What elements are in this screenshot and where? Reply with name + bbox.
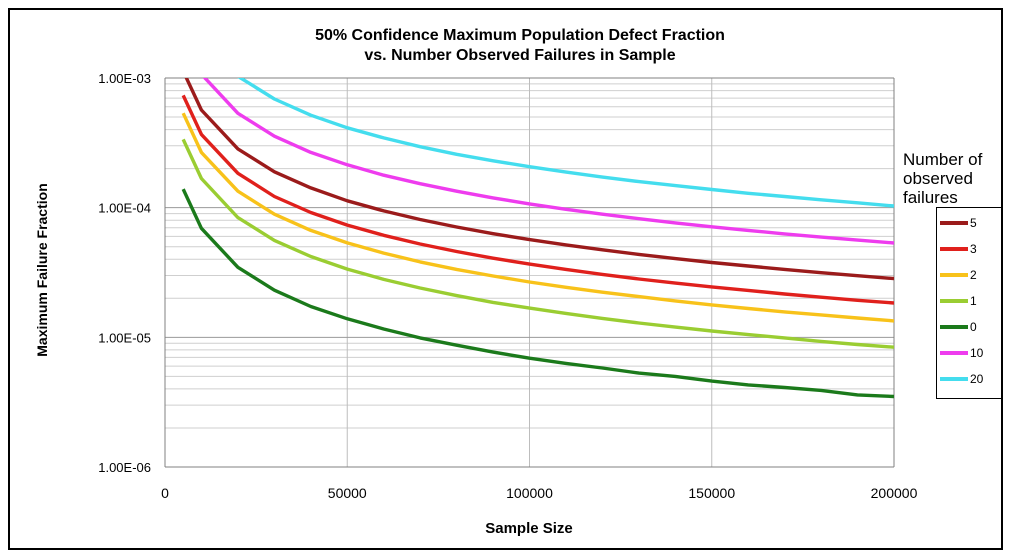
legend-swatch xyxy=(940,325,968,329)
x-axis-label: Sample Size xyxy=(485,520,573,537)
legend-title: Number of observed failures xyxy=(903,150,983,207)
legend-label: 2 xyxy=(970,268,977,282)
series-line-3 xyxy=(181,94,894,305)
legend: 5 3 2 1 0 10 20 xyxy=(936,207,1002,399)
series-line-1 xyxy=(181,138,894,349)
y-tick-label: 1.00E-03 xyxy=(98,71,151,86)
legend-item-10: 10 xyxy=(937,342,1001,364)
x-tick-label: 150000 xyxy=(688,485,735,501)
legend-label: 10 xyxy=(970,346,984,360)
series-line-2 xyxy=(181,112,894,323)
legend-label: 20 xyxy=(970,372,984,386)
legend-swatch xyxy=(940,299,968,303)
legend-swatch xyxy=(940,221,968,225)
legend-item-1: 1 xyxy=(937,290,1001,312)
legend-swatch xyxy=(940,377,968,381)
legend-swatch xyxy=(940,351,968,355)
legend-label: 3 xyxy=(970,242,977,256)
y-tick-label: 1.00E-05 xyxy=(98,330,151,345)
legend-label: 5 xyxy=(970,216,977,230)
x-tick-label: 100000 xyxy=(506,485,553,501)
y-tick-label: 1.00E-04 xyxy=(98,201,151,216)
plot-area: 1.00E-06 1.00E-05 1.00E-04 1.00E-03 0 50000 10… xyxy=(98,71,918,501)
series-line-20 xyxy=(237,78,894,208)
legend-item-3: 3 xyxy=(937,238,1001,260)
series-line-10 xyxy=(202,78,894,245)
y-axis-label: Maximum Failure Fraction xyxy=(34,183,50,356)
series-line-0 xyxy=(181,188,894,399)
y-tick-label: 1.00E-06 xyxy=(98,460,151,475)
legend-item-2: 2 xyxy=(937,264,1001,286)
legend-label: 1 xyxy=(970,294,977,308)
legend-item-20: 20 xyxy=(937,368,1001,390)
legend-swatch xyxy=(940,273,968,277)
legend-label: 0 xyxy=(970,320,977,334)
chart-subtitle: vs. Number Observed Failures in Sample xyxy=(364,47,675,64)
legend-item-0: 0 xyxy=(937,316,1001,338)
x-tick-label: 200000 xyxy=(871,485,918,501)
x-tick-label: 0 xyxy=(161,485,169,501)
series-line-5 xyxy=(184,78,894,281)
x-tick-label: 50000 xyxy=(328,485,367,501)
chart-title: 50% Confidence Maximum Population Defect… xyxy=(315,27,725,44)
legend-item-5: 5 xyxy=(937,212,1001,234)
legend-swatch xyxy=(940,247,968,251)
